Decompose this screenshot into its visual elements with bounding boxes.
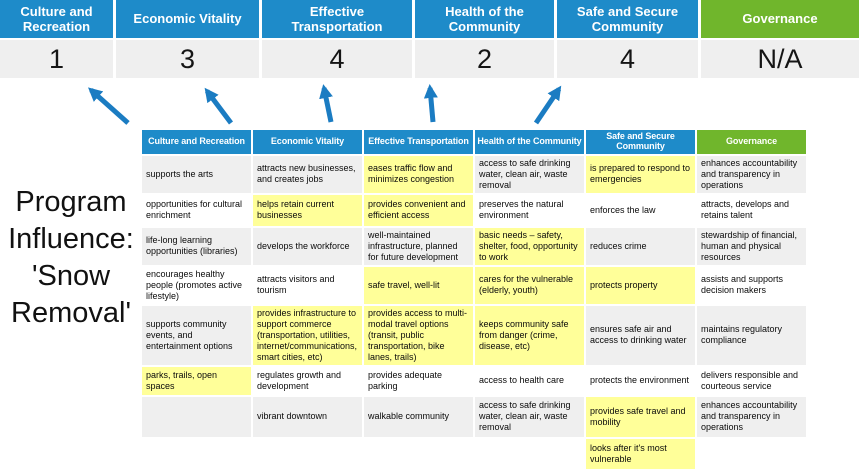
cell-governance-r8 — [697, 438, 806, 469]
cell-safe-and-secure-community-r3: reduces crime — [586, 227, 695, 265]
cell-effective-transportation-r4: safe travel, well-lit — [364, 266, 473, 304]
cell-culture-and-recreation-r1: supports the arts — [142, 156, 251, 193]
matrix-row-3: life-long learning opportunities (librar… — [142, 227, 806, 265]
matrix-header-row: Culture and Recreation Economic Vitality E… — [142, 130, 806, 154]
cell-safe-and-secure-community-r1: is prepared to respond to emergencies — [586, 156, 695, 193]
score-safe-and-secure-community: 4 — [557, 40, 698, 78]
cell-culture-and-recreation-r2: opportunities for cultural enrichment — [142, 194, 251, 226]
cell-safe-and-secure-community-r4: protects property — [586, 266, 695, 304]
cell-governance-r6: delivers responsible and courteous servi… — [697, 366, 806, 395]
cell-economic-vitality-r1: attracts new businesses, and creates job… — [253, 156, 362, 193]
mapping-arrows — [88, 84, 562, 125]
cell-health-of-the-community-r2: preserves the natural environment — [475, 194, 584, 226]
matrix-header-row: Culture and Recreation Economic Vitality E… — [142, 130, 806, 154]
cell-culture-and-recreation-r8 — [142, 438, 251, 469]
cell-health-of-the-community-r5: keeps community safe from danger (crime,… — [475, 305, 584, 365]
banner-header-economic-vitality: Economic Vitality — [116, 0, 259, 38]
cell-safe-and-secure-community-r2: enforces the law — [586, 194, 695, 226]
priority-banner: Culture and Recreation Economic Vitality E… — [0, 0, 859, 38]
cell-culture-and-recreation-r7 — [142, 396, 251, 437]
cell-health-of-the-community-r1: access to safe drinking water, clean air… — [475, 156, 584, 193]
matrix-header-culture-and-recreation: Culture and Recreation — [142, 130, 251, 154]
cell-economic-vitality-r2: helps retain current businesses — [253, 194, 362, 226]
cell-effective-transportation-r7: walkable community — [364, 396, 473, 437]
arrow-economic-icon — [204, 87, 233, 125]
cell-health-of-the-community-r8 — [475, 438, 584, 469]
cell-economic-vitality-r5: provides infrastructure to support comme… — [253, 305, 362, 365]
cell-governance-r4: assists and supports decision makers — [697, 266, 806, 304]
cell-effective-transportation-r5: provides access to multi-modal travel op… — [364, 305, 473, 365]
cell-effective-transportation-r6: provides adequate parking — [364, 366, 473, 395]
banner-header-effective-transportation: Effective Transportation — [262, 0, 412, 38]
arrow-safety-icon — [533, 85, 562, 125]
matrix-header-effective-transportation: Effective Transportation — [364, 130, 473, 154]
matrix-header-health-of-the-community: Health of the Community — [475, 130, 584, 154]
cell-health-of-the-community-r6: access to health care — [475, 366, 584, 395]
matrix-header-governance: Governance — [697, 130, 806, 154]
banner-header-health-of-the-community: Health of the Community — [415, 0, 554, 38]
arrow-health-icon — [423, 84, 438, 123]
arrow-culture-icon — [88, 87, 130, 125]
score-health-of-the-community: 2 — [415, 40, 554, 78]
matrix-row-6: parks, trails, open spaces regulates grow… — [142, 366, 806, 395]
cell-effective-transportation-r8 — [364, 438, 473, 469]
cell-governance-r3: stewardship of financial, human and phys… — [697, 227, 806, 265]
arrow-transportation-icon — [319, 84, 334, 123]
matrix-header-safe-and-secure-community: Safe and Secure Community — [586, 130, 695, 154]
cell-economic-vitality-r8 — [253, 438, 362, 469]
cell-governance-r7: enhances accountability and transparency… — [697, 396, 806, 437]
cell-culture-and-recreation-r5: supports community events, and entertain… — [142, 305, 251, 365]
banner-header-culture-and-recreation: Culture and Recreation — [0, 0, 113, 38]
matrix-row-8: looks after it's most vulnerable — [142, 438, 806, 469]
cell-economic-vitality-r6: regulates growth and development — [253, 366, 362, 395]
banner-header-governance: Governance — [701, 0, 859, 38]
cell-governance-r2: attracts, develops and retains talent — [697, 194, 806, 226]
matrix-row-5: supports community events, and entertain… — [142, 305, 806, 365]
cell-effective-transportation-r3: well-maintained infrastructure, planned … — [364, 227, 473, 265]
matrix-header-economic-vitality: Economic Vitality — [253, 130, 362, 154]
score-row: 1 3 4 2 4 N/A — [0, 40, 859, 78]
cell-culture-and-recreation-r4: encourages healthy people (promotes acti… — [142, 266, 251, 304]
priority-matrix-table: Culture and Recreation Economic Vitality E… — [140, 128, 808, 471]
cell-economic-vitality-r4: attracts visitors and tourism — [253, 266, 362, 304]
cell-health-of-the-community-r7: access to safe drinking water, clean air… — [475, 396, 584, 437]
cell-governance-r5: maintains regulatory compliance — [697, 305, 806, 365]
cell-effective-transportation-r1: eases traffic flow and minimizes congest… — [364, 156, 473, 193]
cell-culture-and-recreation-r6: parks, trails, open spaces — [142, 366, 251, 395]
cell-health-of-the-community-r3: basic needs – safety, shelter, food, opp… — [475, 227, 584, 265]
cell-governance-r1: enhances accountability and transparency… — [697, 156, 806, 193]
banner-header-safe-and-secure-community: Safe and Secure Community — [557, 0, 698, 38]
score-governance: N/A — [701, 40, 859, 78]
cell-safe-and-secure-community-r5: ensures safe air and access to drinking … — [586, 305, 695, 365]
cell-effective-transportation-r2: provides convenient and efficient access — [364, 194, 473, 226]
cell-safe-and-secure-community-r8: looks after it's most vulnerable — [586, 438, 695, 469]
cell-economic-vitality-r7: vibrant downtown — [253, 396, 362, 437]
cell-safe-and-secure-community-r7: provides safe travel and mobility — [586, 396, 695, 437]
matrix-row-4: encourages healthy people (promotes acti… — [142, 266, 806, 304]
matrix-row-7: vibrant downtown walkable community access… — [142, 396, 806, 437]
score-economic-vitality: 3 — [116, 40, 259, 78]
program-influence-label: Program Influence: 'Snow Removal' — [8, 186, 134, 329]
cell-economic-vitality-r3: develops the workforce — [253, 227, 362, 265]
score-effective-transportation: 4 — [262, 40, 412, 78]
matrix-row-2: opportunities for cultural enrichment hel… — [142, 194, 806, 226]
cell-culture-and-recreation-r3: life-long learning opportunities (librar… — [142, 227, 251, 265]
matrix-row-1: supports the arts attracts new businesses… — [142, 156, 806, 193]
cell-safe-and-secure-community-r6: protects the environment — [586, 366, 695, 395]
cell-health-of-the-community-r4: cares for the vulnerable (elderly, youth… — [475, 266, 584, 304]
score-culture-and-recreation: 1 — [0, 40, 113, 78]
matrix-body: supports the arts attracts new businesses… — [142, 156, 806, 469]
